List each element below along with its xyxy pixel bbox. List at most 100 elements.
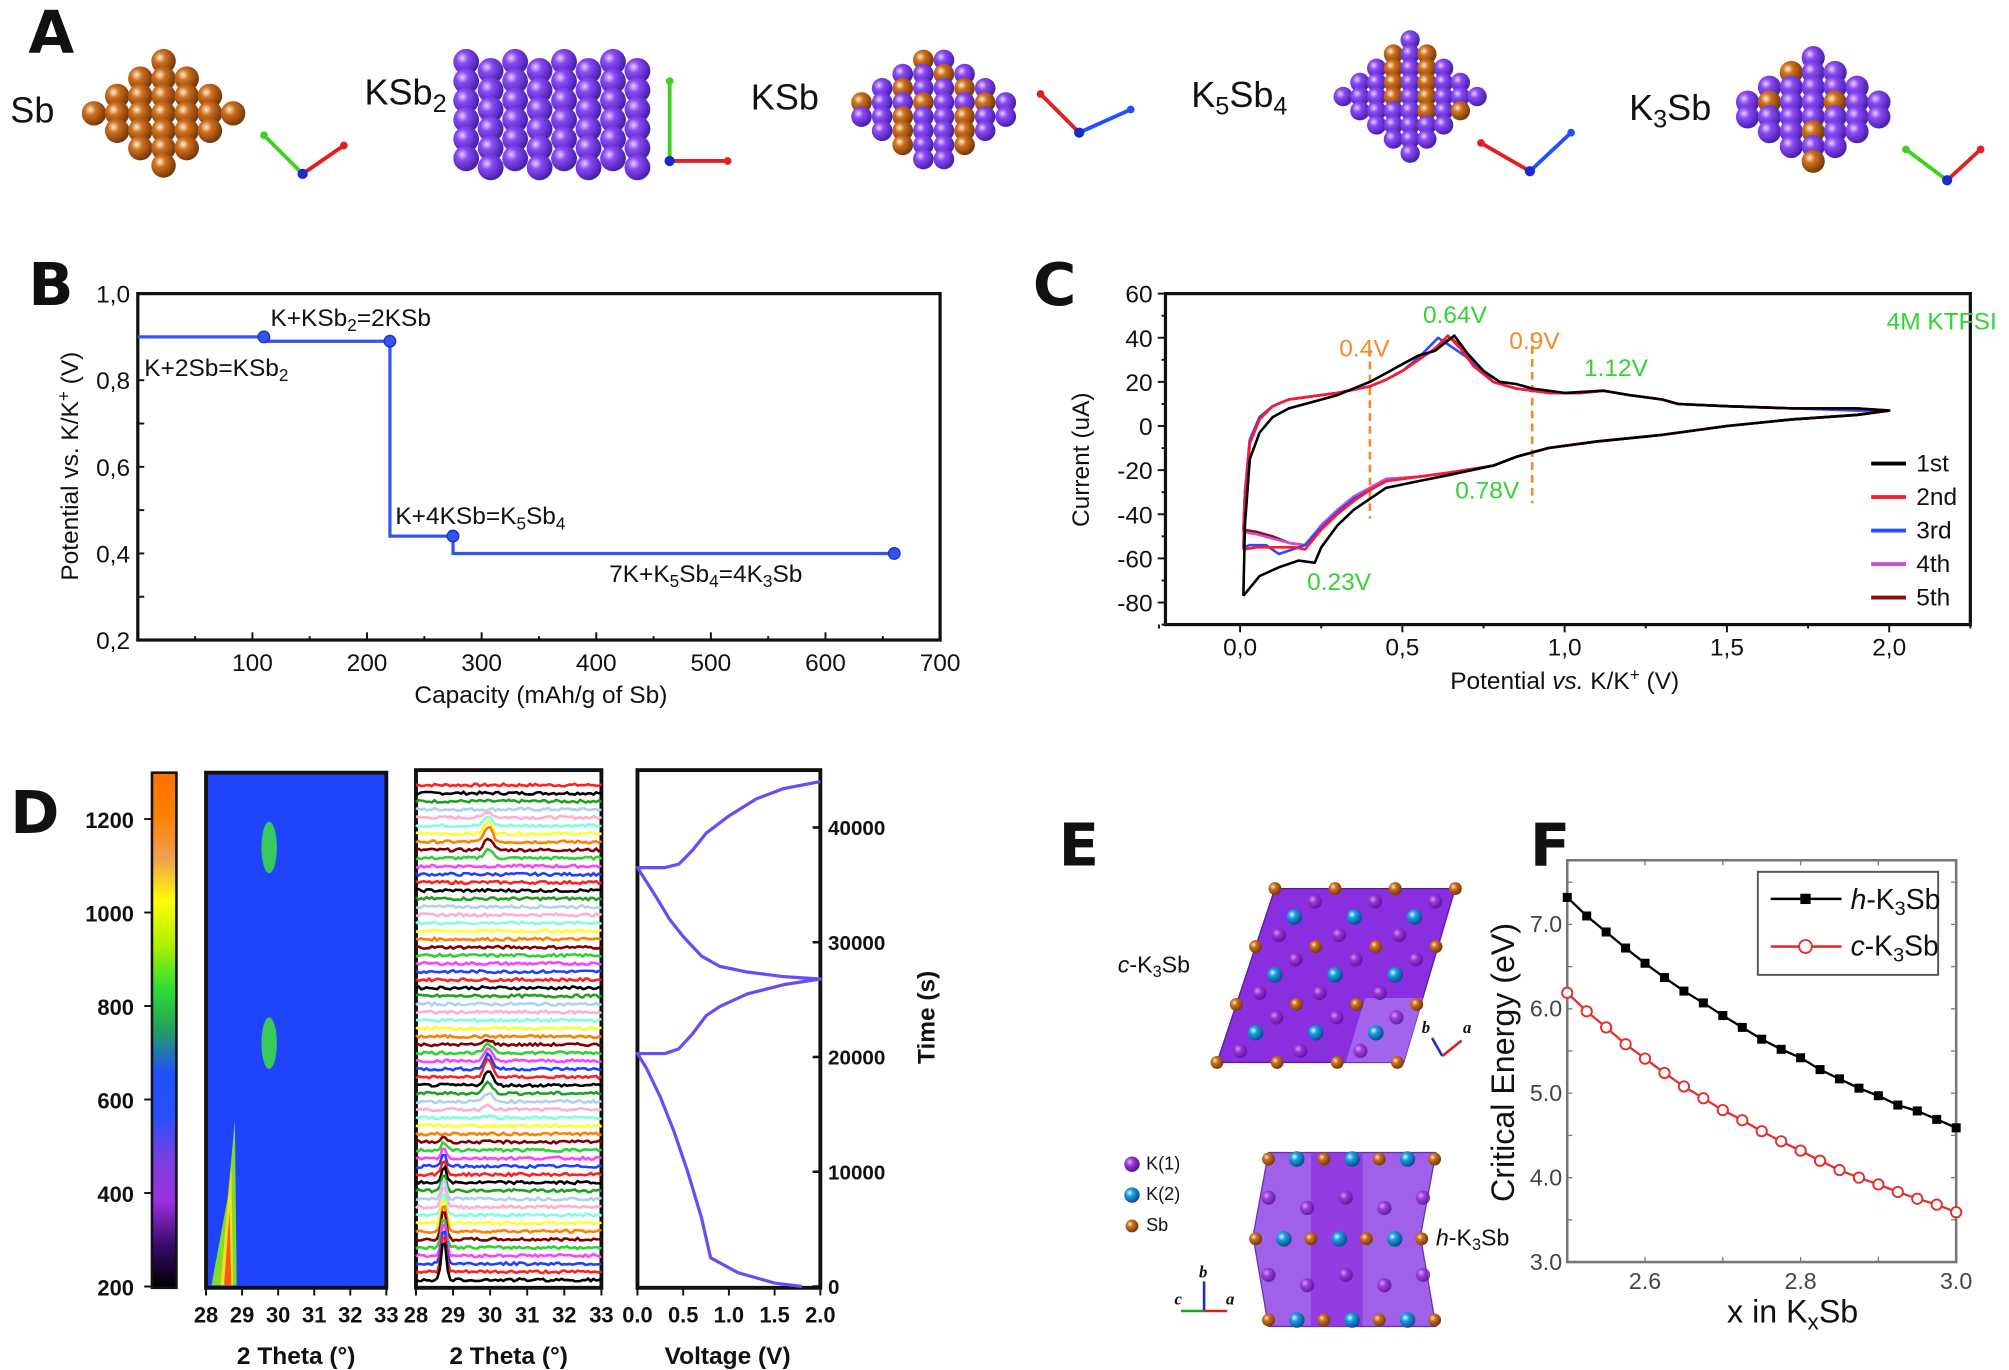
data-point-circle bbox=[1638, 1052, 1652, 1065]
text-segment: K+KSb bbox=[270, 305, 348, 333]
sb-atom bbox=[1270, 1055, 1284, 1069]
atom bbox=[526, 135, 553, 161]
text-segment: x in K bbox=[1727, 1294, 1808, 1331]
text-segment: 2 bbox=[278, 365, 289, 386]
atom bbox=[502, 68, 528, 95]
y-tick-label: 6.0 bbox=[1530, 996, 1562, 1022]
atom bbox=[933, 77, 955, 99]
atom bbox=[892, 92, 914, 113]
y-tick-label: 5.0 bbox=[1530, 1080, 1562, 1106]
heatmap-peak-max bbox=[224, 1210, 232, 1286]
atom bbox=[933, 120, 955, 142]
axis-a-letter: a bbox=[1226, 1290, 1234, 1309]
atom bbox=[151, 135, 176, 161]
xrd-pattern-line bbox=[415, 1241, 602, 1283]
atom bbox=[104, 118, 130, 143]
xrd-pattern-line bbox=[415, 1017, 602, 1024]
xrd-pattern-line bbox=[415, 825, 603, 845]
text-segment: K bbox=[1191, 74, 1216, 115]
text-segment: (V) bbox=[57, 351, 85, 392]
crystal-axis-origin bbox=[664, 155, 675, 167]
atom bbox=[526, 154, 553, 181]
text-segment: Sb bbox=[679, 561, 710, 589]
atom bbox=[995, 92, 1017, 113]
k1-atom bbox=[1377, 1278, 1392, 1293]
xrd-pattern-line bbox=[415, 1080, 602, 1097]
k1-atom bbox=[1293, 1043, 1308, 1058]
crystal-axis-arrowhead bbox=[665, 77, 674, 85]
k1-atom bbox=[1312, 985, 1327, 1000]
atom bbox=[1433, 86, 1454, 107]
sb-atom bbox=[1249, 1232, 1263, 1246]
axis-b-letter: b bbox=[1422, 1018, 1430, 1037]
data-point-circle bbox=[1833, 1163, 1846, 1177]
legend-label-k2: K(2) bbox=[1146, 1183, 1181, 1205]
data-point-circle bbox=[1580, 1005, 1593, 1018]
crystal-axis-origin bbox=[1524, 166, 1536, 177]
atom bbox=[151, 153, 176, 178]
data-point-circle bbox=[1716, 1103, 1729, 1117]
atom bbox=[954, 134, 975, 156]
data-point-circle bbox=[1891, 1185, 1904, 1199]
crystal-axis-arrow bbox=[1528, 131, 1573, 173]
atom bbox=[477, 115, 504, 142]
xrd-pattern-line bbox=[415, 952, 602, 959]
reaction-label-ksb: K+KSb2=2KSb bbox=[270, 305, 431, 333]
x-tick-label: 30 bbox=[266, 1303, 290, 1328]
f-y-axis-label: Critical Energy (eV) bbox=[1485, 922, 1522, 1202]
xrd-pattern-line bbox=[415, 1131, 602, 1137]
k2-atom bbox=[1344, 1312, 1360, 1328]
x-tick-label: 200 bbox=[347, 650, 388, 677]
crystal-axis-origin bbox=[1074, 127, 1085, 138]
text-segment: Sb bbox=[772, 561, 803, 589]
text-segment: -K bbox=[1866, 883, 1895, 916]
text-segment: 5 bbox=[1215, 92, 1230, 121]
heatmap-peak-spot bbox=[261, 821, 277, 874]
atom bbox=[624, 96, 651, 123]
xrd-pattern-line bbox=[415, 871, 602, 878]
data-point-circle bbox=[1677, 1080, 1691, 1093]
data-point-circle bbox=[1794, 1144, 1807, 1157]
atom bbox=[477, 77, 504, 104]
xrd-pattern-line bbox=[415, 911, 603, 919]
x-tick-label: 33 bbox=[589, 1303, 613, 1328]
data-point-circle bbox=[1736, 1114, 1749, 1127]
xrd-pattern-line bbox=[415, 895, 603, 902]
atom bbox=[913, 148, 934, 170]
y-tick-label: 0,2 bbox=[96, 628, 130, 655]
heatmap-peak-spot bbox=[261, 1017, 277, 1069]
data-point-square bbox=[1873, 1091, 1883, 1101]
structure-label-k3sb: K3Sb bbox=[1629, 90, 1711, 133]
atom bbox=[892, 120, 914, 142]
legend-sb-dot bbox=[1125, 1219, 1139, 1233]
atom bbox=[197, 83, 223, 109]
legend-label-1st: 1st bbox=[1916, 450, 1949, 478]
atom bbox=[871, 120, 893, 142]
k1-atom bbox=[1338, 1267, 1353, 1283]
crystal-axis-arrowhead bbox=[1477, 139, 1485, 147]
atom bbox=[81, 101, 107, 126]
marker-label-0.4v: 0.4V bbox=[1339, 336, 1390, 364]
text-segment: 3 bbox=[1653, 105, 1668, 134]
sb-atom bbox=[1410, 998, 1424, 1011]
crystal-axis-arrowhead bbox=[339, 141, 348, 150]
text-segment: 4 bbox=[555, 513, 566, 534]
y-tick-label: -60 bbox=[1117, 546, 1152, 573]
atom bbox=[892, 106, 914, 127]
y-tick-label: 0,8 bbox=[96, 368, 130, 395]
panel-c-chart: 0,0 0,5 1,0 1,5 2,0 60 40 20 0 -20 -40 -60 -80 bbox=[1117, 282, 1972, 661]
x-tick-label: 1,5 bbox=[1710, 634, 1744, 661]
xrd-pattern-line bbox=[415, 1046, 602, 1064]
data-point-square bbox=[1912, 1106, 1922, 1116]
cv-curve-2nd bbox=[1242, 334, 1891, 551]
atom bbox=[1383, 101, 1404, 121]
k1-atom bbox=[1300, 1200, 1315, 1216]
text-segment: c bbox=[1850, 929, 1865, 962]
xrd-pattern-line bbox=[415, 782, 603, 788]
k1-atom bbox=[1271, 927, 1286, 943]
k2-atom bbox=[1387, 967, 1403, 983]
xrd-pattern-line bbox=[415, 1135, 603, 1145]
data-point bbox=[257, 330, 271, 344]
crystal-axis-arrow bbox=[1078, 107, 1132, 135]
text-segment: vs. bbox=[1552, 668, 1584, 696]
